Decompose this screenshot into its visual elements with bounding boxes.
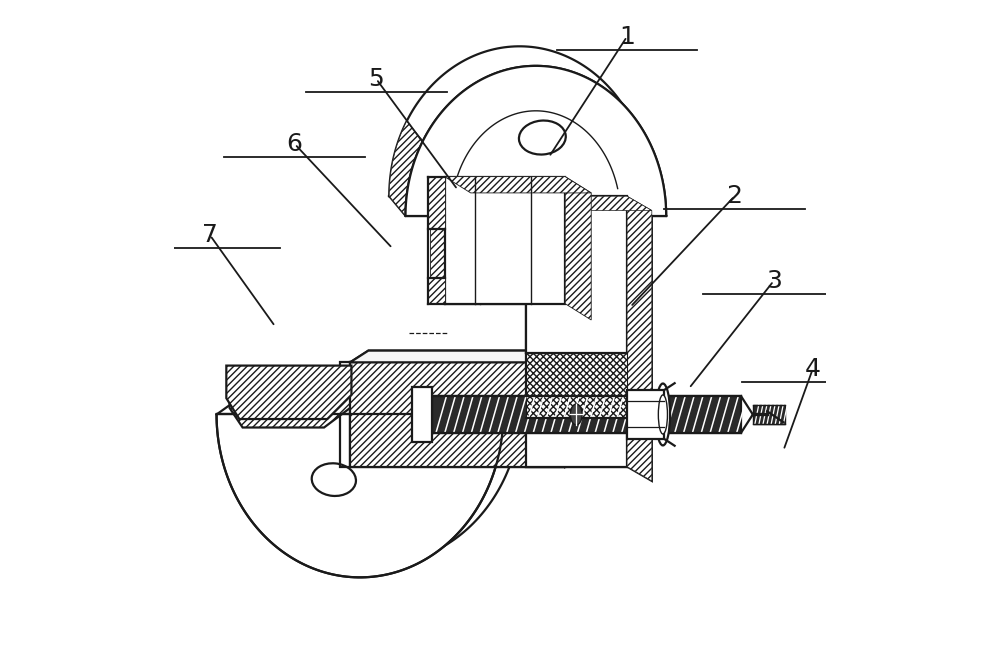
Polygon shape [565, 351, 583, 467]
Polygon shape [350, 362, 565, 467]
Polygon shape [526, 196, 627, 467]
Polygon shape [565, 351, 583, 467]
Polygon shape [350, 351, 583, 362]
Polygon shape [226, 366, 351, 419]
Text: 7: 7 [202, 223, 218, 247]
Polygon shape [632, 121, 666, 215]
Polygon shape [406, 66, 666, 215]
Polygon shape [526, 196, 627, 467]
Text: 4: 4 [805, 357, 821, 381]
Text: 2: 2 [727, 184, 743, 208]
Polygon shape [627, 196, 652, 481]
Ellipse shape [656, 383, 670, 445]
Polygon shape [217, 415, 503, 577]
Polygon shape [445, 176, 565, 304]
Polygon shape [526, 196, 652, 210]
Polygon shape [445, 176, 565, 304]
Polygon shape [428, 176, 445, 229]
Polygon shape [627, 390, 664, 439]
Polygon shape [412, 387, 432, 442]
Ellipse shape [570, 404, 582, 425]
Polygon shape [445, 176, 591, 193]
Polygon shape [565, 176, 591, 320]
Polygon shape [230, 372, 350, 428]
Ellipse shape [658, 395, 667, 434]
Text: 1: 1 [619, 25, 635, 48]
Polygon shape [526, 353, 627, 418]
Polygon shape [627, 196, 652, 481]
Polygon shape [526, 196, 652, 210]
Text: 5: 5 [368, 67, 384, 91]
Text: 6: 6 [287, 132, 303, 156]
Polygon shape [340, 362, 350, 467]
Polygon shape [432, 396, 741, 433]
Polygon shape [445, 176, 591, 193]
Polygon shape [430, 222, 445, 291]
Polygon shape [389, 121, 423, 215]
Polygon shape [428, 278, 445, 304]
Text: 3: 3 [766, 269, 782, 293]
Polygon shape [526, 353, 627, 418]
Polygon shape [565, 176, 591, 320]
Polygon shape [350, 362, 565, 467]
Polygon shape [753, 405, 785, 424]
Polygon shape [350, 351, 583, 362]
Polygon shape [627, 196, 652, 481]
